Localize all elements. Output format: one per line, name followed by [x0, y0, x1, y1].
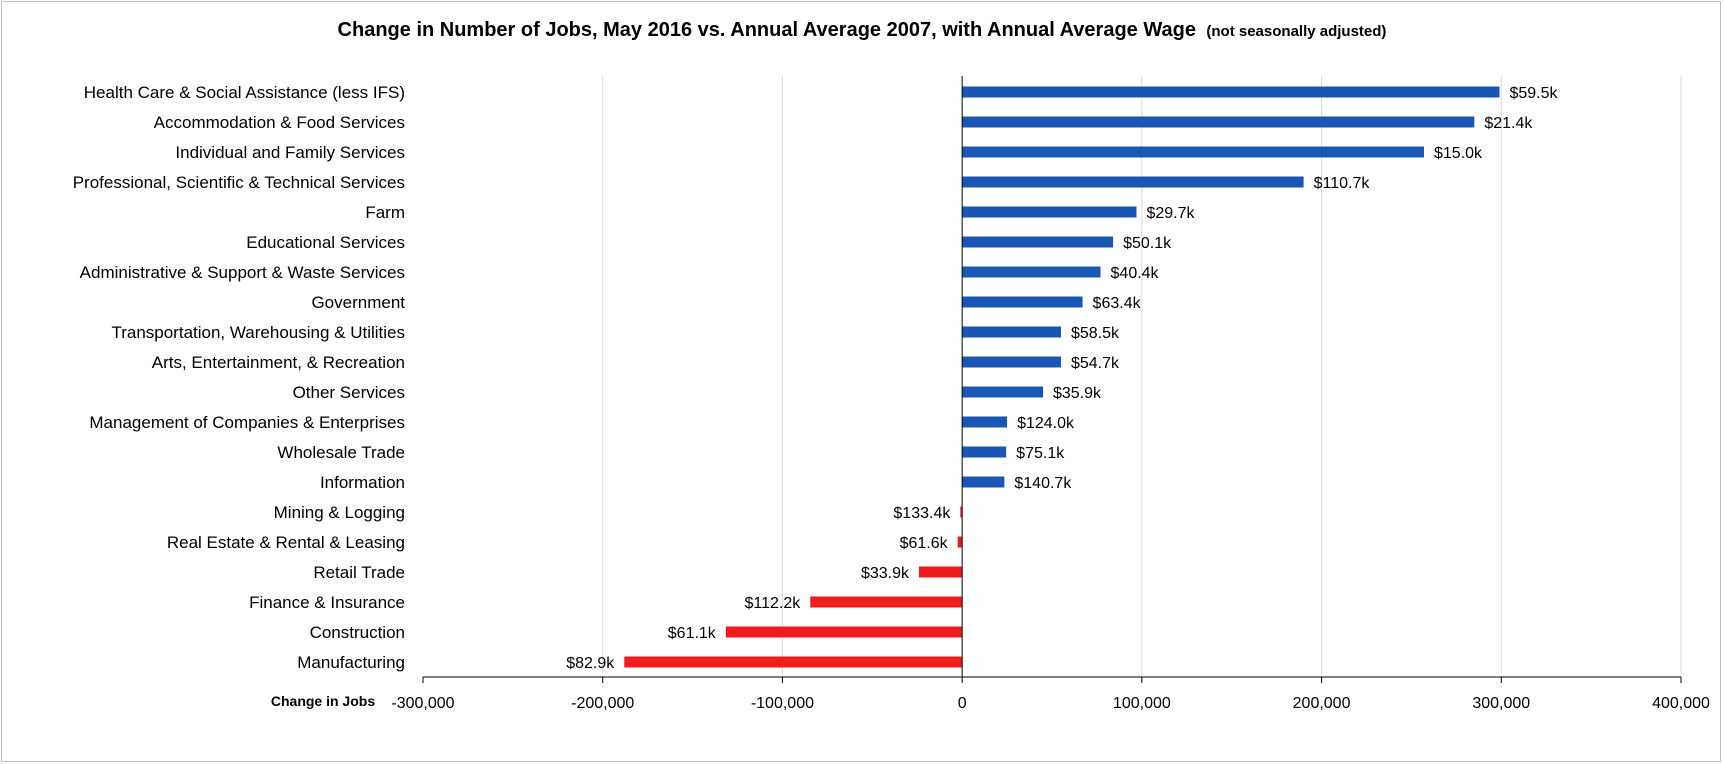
x-tick-label: 0	[958, 695, 967, 712]
bar	[957, 536, 963, 548]
chart-title-subtitle: (not seasonally adjusted)	[1206, 23, 1386, 40]
data-label: $54.7k	[1071, 355, 1120, 372]
bar	[810, 596, 963, 608]
data-labels: $59.5k $21.4k$15.0k $110.7k $29.7k $50.1k $40…	[566, 85, 1558, 672]
bar	[962, 416, 1008, 428]
bar	[962, 446, 1007, 458]
x-tick-labels: -300,000 -200,000 -100,000 0 100,000 200,000 3…	[391, 695, 1710, 712]
data-label: $112.2k	[745, 595, 802, 612]
data-label: $50.1k	[1123, 235, 1172, 252]
x-tick-label: -200,000	[571, 695, 634, 712]
category-label: Construction	[310, 623, 405, 642]
bar	[960, 506, 963, 518]
data-label: $40.4k	[1111, 265, 1160, 282]
x-tick-label: 400,000	[1652, 695, 1710, 712]
data-label: $124.0k	[1017, 415, 1075, 432]
x-tick-label: 300,000	[1472, 695, 1530, 712]
bar	[962, 296, 1083, 308]
data-label: $21.4k	[1484, 115, 1533, 132]
data-label: $33.9k	[861, 565, 910, 582]
bar	[962, 476, 1005, 488]
x-tick-label: -100,000	[751, 695, 814, 712]
category-label: Accommodation & Food Services	[154, 113, 405, 132]
category-label: Government	[311, 293, 405, 312]
x-axis-title: Change in Jobs	[271, 693, 375, 709]
category-label: Administrative & Support & Waste Service…	[80, 263, 405, 282]
bar	[962, 236, 1114, 248]
data-label: $82.9k	[566, 655, 615, 672]
data-label: $35.9k	[1053, 385, 1102, 402]
bar	[962, 146, 1425, 158]
data-label: $133.4k	[893, 505, 951, 522]
data-label: $29.7k	[1146, 205, 1195, 222]
category-label: Individual and Family Services	[175, 143, 405, 162]
x-tick-label: 100,000	[1113, 695, 1171, 712]
category-labels: Health Care & Social Assistance (less IF…	[73, 83, 406, 672]
category-label: Mining & Logging	[274, 503, 405, 522]
category-label: Finance & Insurance	[249, 593, 405, 612]
chart-title: Change in Number of Jobs, May 2016 vs. A…	[338, 19, 1387, 41]
data-label: $15.0k	[1434, 145, 1483, 162]
category-label: Transportation, Warehousing & Utilities	[111, 323, 405, 342]
bar	[919, 566, 963, 578]
bar	[962, 176, 1304, 188]
bar	[962, 326, 1061, 338]
data-label: $75.1k	[1016, 445, 1065, 462]
chart-title-main: Change in Number of Jobs, May 2016 vs. A…	[338, 19, 1196, 41]
category-label: Health Care & Social Assistance (less IF…	[84, 83, 405, 102]
category-label: Retail Trade	[313, 563, 405, 582]
bar	[962, 386, 1044, 398]
x-tick-label: 200,000	[1293, 695, 1351, 712]
category-label: Professional, Scientific & Technical Ser…	[73, 173, 405, 192]
category-label: Wholesale Trade	[277, 443, 405, 462]
data-label: $63.4k	[1093, 295, 1142, 312]
data-label: $61.6k	[900, 535, 949, 552]
x-tick-label: -300,000	[391, 695, 454, 712]
category-label: Information	[320, 473, 405, 492]
category-label: Arts, Entertainment, & Recreation	[152, 353, 405, 372]
bar	[725, 626, 963, 638]
category-label: Manufacturing	[297, 653, 405, 672]
data-label: $61.1k	[668, 625, 717, 642]
bar	[962, 116, 1475, 128]
bar	[962, 206, 1137, 218]
category-label: Other Services	[293, 383, 405, 402]
category-label: Educational Services	[246, 233, 405, 252]
category-label: Farm	[365, 203, 405, 222]
gridlines	[602, 76, 1682, 677]
data-label: $59.5k	[1509, 85, 1558, 102]
axes	[422, 76, 1682, 683]
category-label: Real Estate & Rental & Leasing	[167, 533, 405, 552]
data-label: $140.7k	[1014, 475, 1072, 492]
category-label: Management of Companies & Enterprises	[89, 413, 405, 432]
bars	[624, 86, 1500, 668]
bar	[962, 266, 1101, 278]
bar	[624, 656, 963, 668]
bar	[962, 86, 1500, 98]
data-label: $110.7k	[1314, 175, 1371, 192]
bar	[962, 356, 1061, 368]
data-label: $58.5k	[1071, 325, 1120, 342]
